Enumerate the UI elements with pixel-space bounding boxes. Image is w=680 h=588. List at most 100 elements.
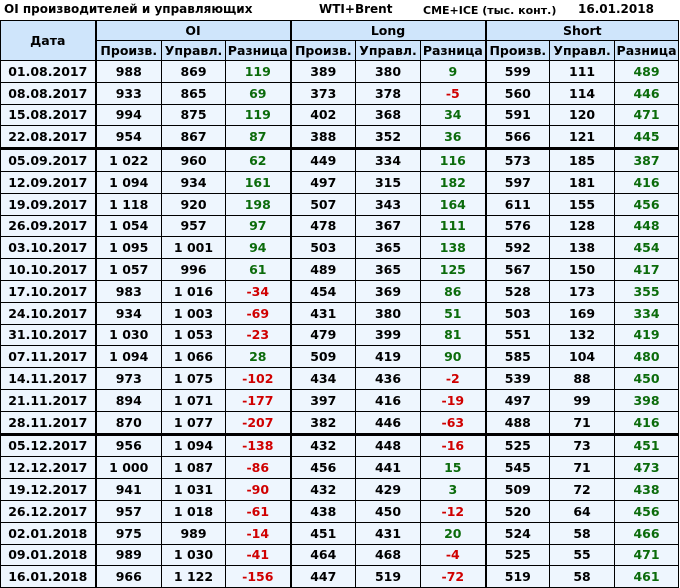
cell-oi-difference: 161 [224, 170, 292, 194]
cell-oi-producer: 1 000 [94, 456, 162, 480]
cell-short-producer: 551 [484, 323, 551, 347]
cell-short-manager: 111 [549, 60, 616, 83]
cell-short-difference: 445 [614, 125, 679, 150]
cell-short-manager: 55 [549, 543, 616, 567]
cell-short-difference: 438 [614, 478, 679, 501]
cell-short-manager: 58 [549, 521, 616, 545]
cell-oi-difference: -177 [224, 388, 292, 412]
cell-long-producer: 454 [289, 279, 357, 303]
cell-short-producer: 545 [484, 456, 551, 480]
cell-long-difference: -63 [420, 410, 487, 435]
table-row: 12.12.2017 1 000 1 087 -86 456 441 15 545 71 473 [0, 456, 679, 480]
cell-short-difference: 450 [614, 367, 679, 390]
cell-short-producer: 520 [484, 499, 551, 523]
cell-date: 08.08.2017 [0, 81, 96, 105]
cell-short-manager: 64 [549, 499, 616, 523]
subheader-oi-manager: Управл. [161, 40, 226, 61]
cell-oi-manager: 1 003 [161, 301, 226, 325]
cell-oi-difference: 62 [224, 147, 292, 172]
positions-table: Дата OI Long Short Произв. Управл. Разница… [0, 20, 679, 588]
cell-oi-difference: -14 [224, 521, 292, 545]
cell-date: 07.11.2017 [0, 345, 96, 369]
cell-oi-producer: 1 022 [94, 147, 162, 172]
cell-long-producer: 478 [289, 214, 357, 238]
cell-oi-difference: -156 [224, 565, 292, 588]
cell-long-difference: 15 [420, 456, 487, 480]
cell-short-difference: 416 [614, 170, 679, 194]
cell-long-manager: 431 [355, 521, 422, 545]
cell-long-manager: 369 [355, 279, 422, 303]
cell-long-difference: -4 [420, 543, 487, 567]
cell-oi-difference: 198 [224, 192, 292, 216]
cell-date: 19.12.2017 [0, 478, 96, 501]
subheader-short-difference: Разница [614, 40, 679, 61]
cell-short-producer: 576 [484, 214, 551, 238]
cell-long-difference: -72 [420, 565, 487, 588]
header-date: Дата [0, 20, 96, 61]
cell-oi-difference: -90 [224, 478, 292, 501]
cell-oi-difference: -41 [224, 543, 292, 567]
cell-long-producer: 389 [289, 60, 357, 83]
cell-long-producer: 382 [289, 410, 357, 435]
cell-long-difference: 116 [420, 147, 487, 172]
cell-short-difference: 355 [614, 279, 679, 303]
cell-short-difference: 417 [614, 258, 679, 281]
table-row: 05.12.2017 956 1 094 -138 432 448 -16 525 73 451 [0, 432, 679, 458]
table-row: 24.10.2017 934 1 003 -69 431 380 51 503 169 334 [0, 301, 679, 325]
cell-short-manager: 71 [549, 456, 616, 480]
header-group-short: Short [484, 20, 679, 41]
cell-long-manager: 399 [355, 323, 422, 347]
cell-long-manager: 468 [355, 543, 422, 567]
cell-long-producer: 397 [289, 388, 357, 412]
cell-date: 16.01.2018 [0, 565, 96, 588]
header-group-long: Long [289, 20, 487, 41]
cell-oi-manager: 1 031 [161, 478, 226, 501]
cell-date: 26.09.2017 [0, 214, 96, 238]
cell-long-difference: 182 [420, 170, 487, 194]
cell-oi-difference: 119 [224, 60, 292, 83]
cell-long-difference: -19 [420, 388, 487, 412]
cell-date: 31.10.2017 [0, 323, 96, 347]
cell-short-producer: 524 [484, 521, 551, 545]
cell-long-manager: 519 [355, 565, 422, 588]
cell-oi-producer: 966 [94, 565, 162, 588]
cell-date: 17.10.2017 [0, 279, 96, 303]
cell-long-difference: 3 [420, 478, 487, 501]
cell-short-manager: 58 [549, 565, 616, 588]
cell-long-difference: 81 [420, 323, 487, 347]
cell-long-difference: -5 [420, 81, 487, 105]
cell-long-producer: 373 [289, 81, 357, 105]
cell-oi-difference: 61 [224, 258, 292, 281]
cell-short-producer: 567 [484, 258, 551, 281]
cell-oi-difference: -207 [224, 410, 292, 435]
cell-long-difference: 86 [420, 279, 487, 303]
cell-oi-manager: 989 [161, 521, 226, 545]
cell-short-manager: 169 [549, 301, 616, 325]
cell-short-manager: 185 [549, 147, 616, 172]
cell-long-manager: 365 [355, 236, 422, 260]
table-row: 07.11.2017 1 094 1 066 28 509 419 90 585 104 480 [0, 345, 679, 369]
cell-long-manager: 352 [355, 125, 422, 150]
cell-short-producer: 509 [484, 478, 551, 501]
cell-oi-producer: 1 030 [94, 323, 162, 347]
cell-long-producer: 497 [289, 170, 357, 194]
cell-short-manager: 181 [549, 170, 616, 194]
cell-oi-difference: 94 [224, 236, 292, 260]
cell-short-manager: 120 [549, 103, 616, 127]
cell-short-manager: 104 [549, 345, 616, 369]
cell-oi-producer: 933 [94, 81, 162, 105]
cell-oi-difference: -61 [224, 499, 292, 523]
cell-long-difference: 164 [420, 192, 487, 216]
cell-oi-producer: 954 [94, 125, 162, 150]
table-row: 05.09.2017 1 022 960 62 449 334 116 573 185 387 [0, 147, 679, 172]
cell-oi-producer: 934 [94, 301, 162, 325]
cell-oi-manager: 1 075 [161, 367, 226, 390]
cell-oi-manager: 1 087 [161, 456, 226, 480]
subheader-long-producer: Произв. [289, 40, 357, 61]
cell-long-difference: -2 [420, 367, 487, 390]
report-title: OI производителей и управляющих [4, 2, 253, 16]
subheader-long-difference: Разница [420, 40, 487, 61]
cell-short-difference: 446 [614, 81, 679, 105]
cell-date: 03.10.2017 [0, 236, 96, 260]
subheader-oi-difference: Разница [224, 40, 292, 61]
